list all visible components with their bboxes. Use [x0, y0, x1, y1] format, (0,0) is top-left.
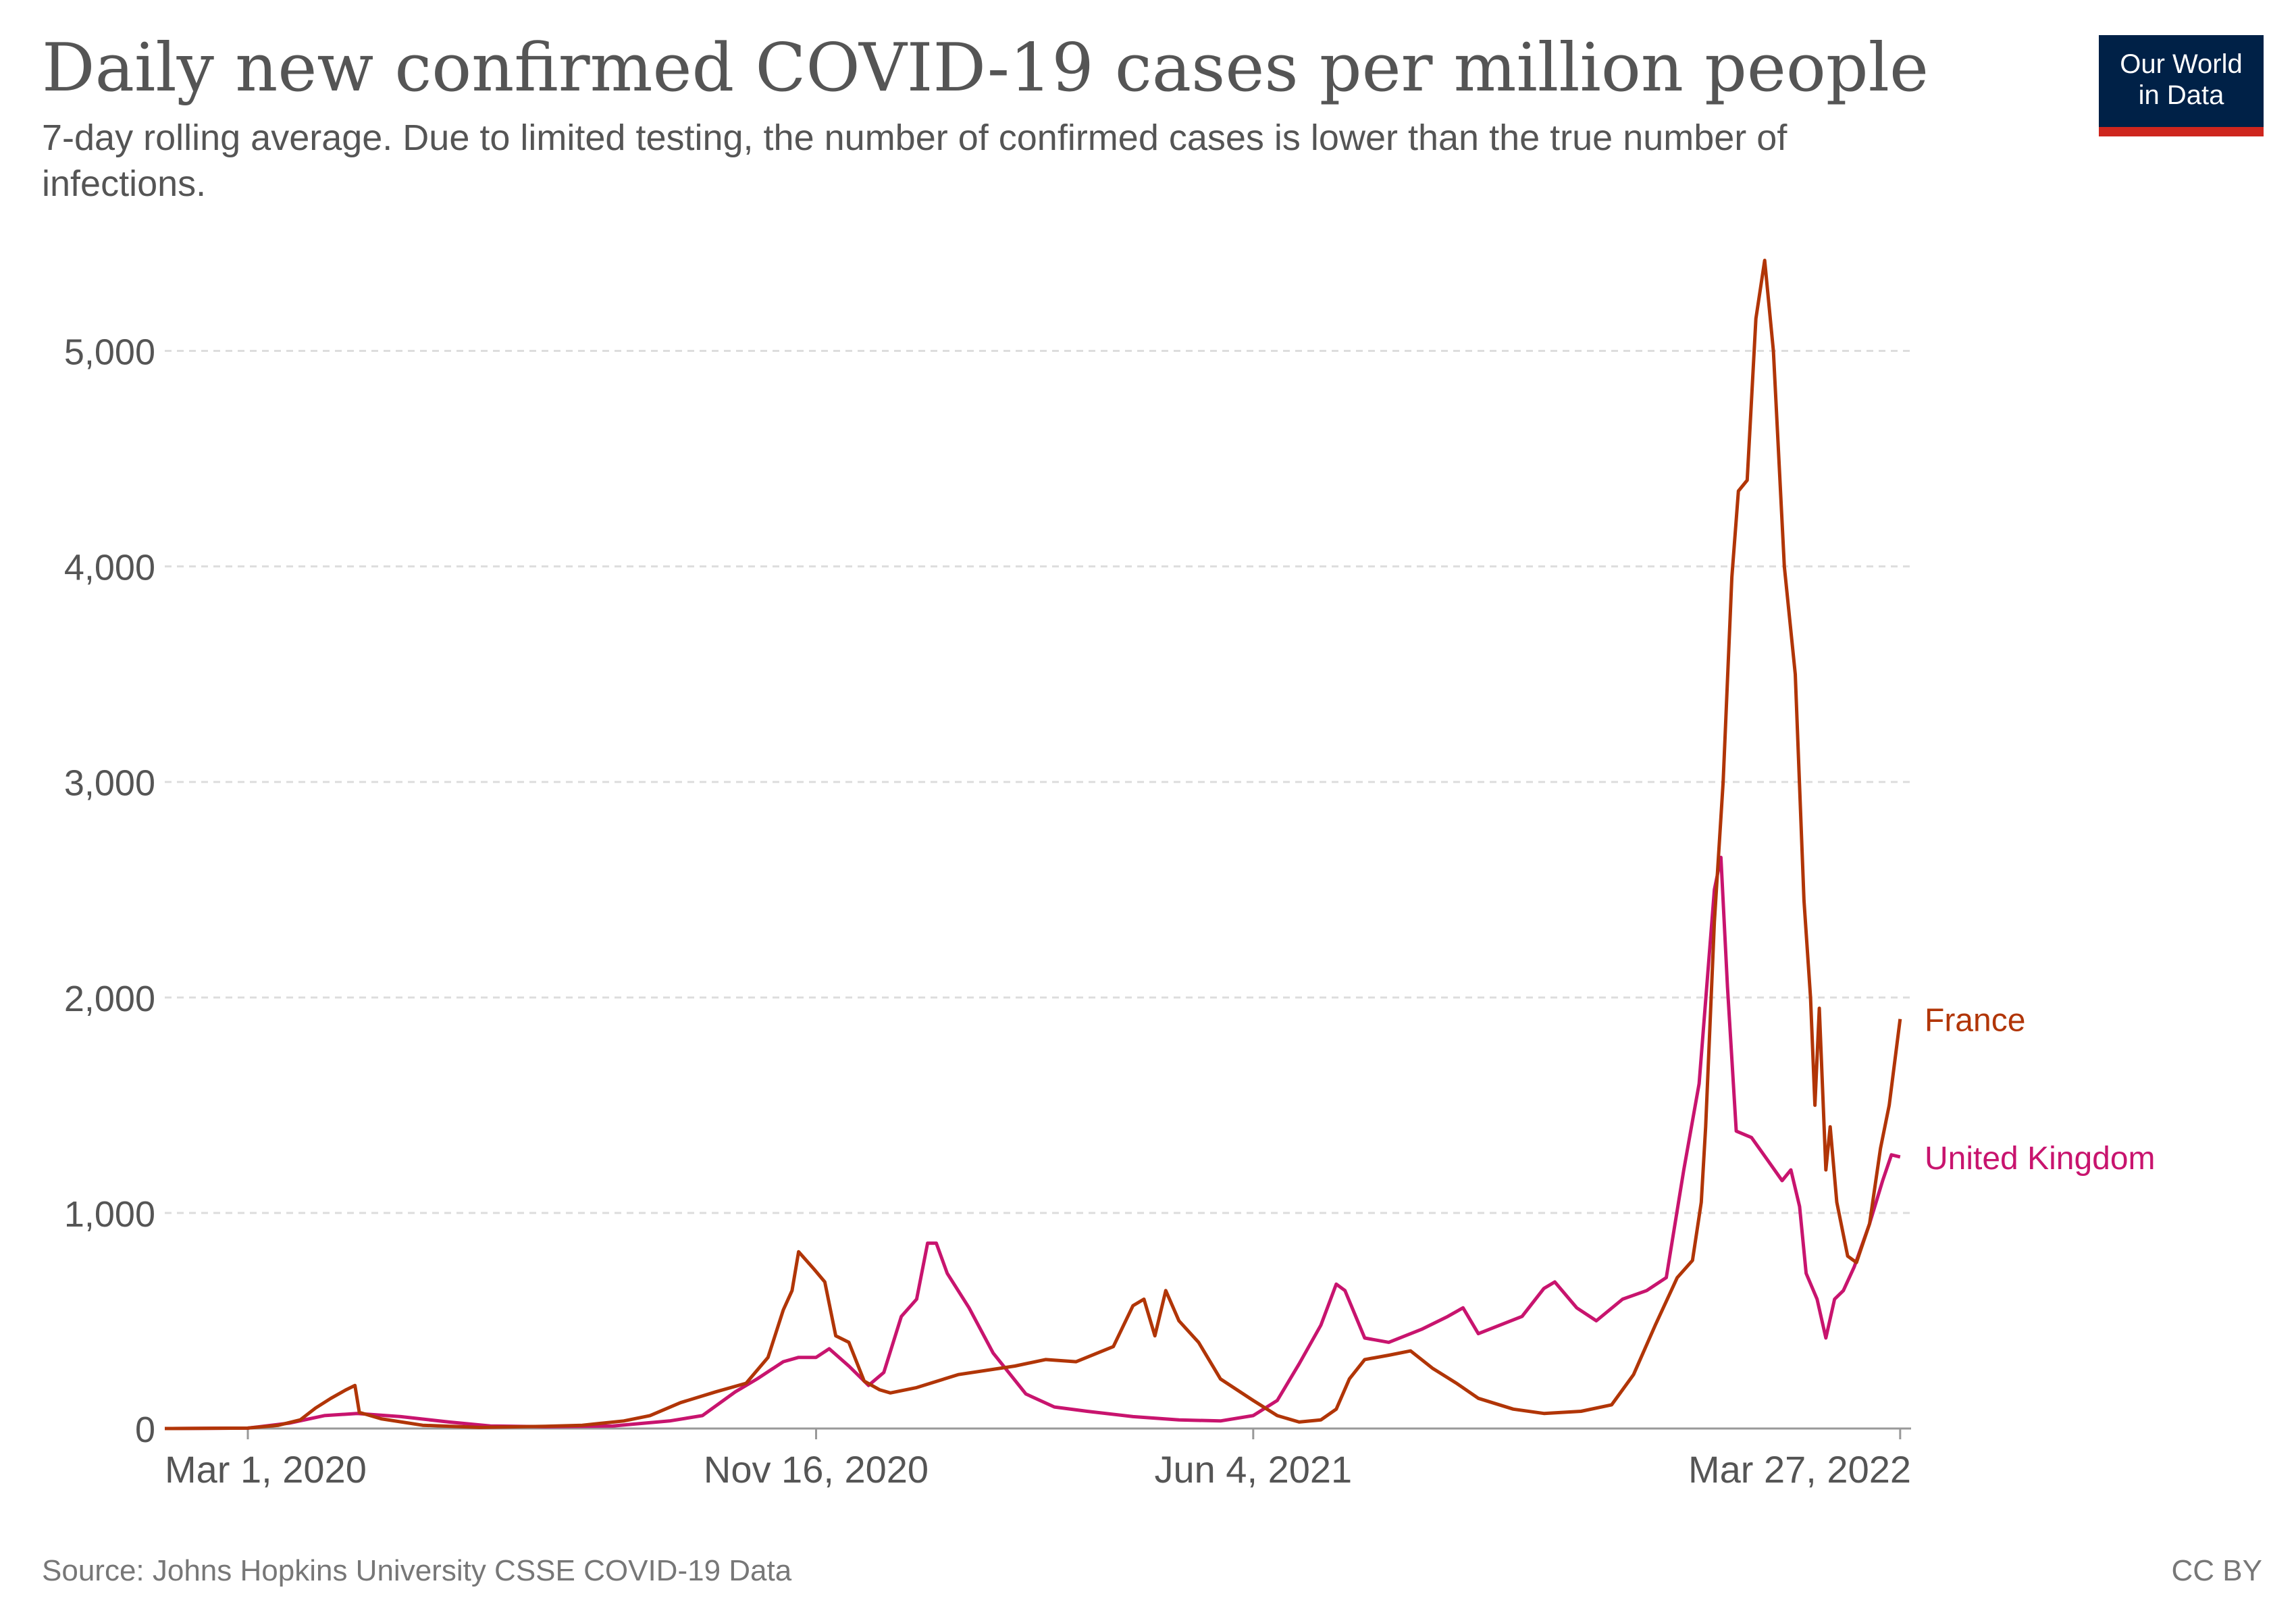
series-lines: [164, 259, 1902, 1431]
logo-accent-bar: [2099, 127, 2264, 136]
series-label-france: France: [1925, 1003, 2025, 1039]
series-labels: France United Kingdom: [1925, 1003, 2156, 1177]
y-axis: 0 1,000 2,000 3,000 4,000 5,000: [64, 332, 155, 1450]
chart-title: Daily new confirmed COVID-19 cases per m…: [42, 30, 1929, 107]
chart-subtitle-line1: 7-day rolling average. Due to limited te…: [42, 118, 1788, 158]
y-tick-label: 4,000: [64, 548, 155, 588]
license-note: CC BY: [2172, 1554, 2262, 1587]
y-tick-label: 0: [135, 1410, 155, 1450]
source-note: Source: Johns Hopkins University CSSE CO…: [42, 1554, 792, 1587]
gridlines: [165, 350, 1911, 1214]
series-line-united-kingdom: [164, 855, 1901, 1431]
series-label-united-kingdom: United Kingdom: [1925, 1141, 2156, 1177]
logo-line2: in Data: [2138, 80, 2224, 110]
x-tick-label: Mar 1, 2020: [165, 1448, 367, 1491]
x-tick-label: Nov 16, 2020: [704, 1448, 929, 1491]
y-tick-label: 2,000: [64, 979, 155, 1019]
series-line-france: [164, 259, 1902, 1431]
x-axis: Mar 1, 2020 Nov 16, 2020 Jun 4, 2021 Mar 27…: [165, 1427, 1911, 1491]
logo-line1: Our World: [2120, 49, 2243, 79]
y-tick-label: 3,000: [64, 763, 155, 804]
x-tick-label: Mar 27, 2022: [1688, 1448, 1911, 1491]
x-tick-label: Jun 4, 2021: [1154, 1448, 1352, 1491]
owid-logo[interactable]: Our World in Data: [2099, 35, 2264, 136]
y-tick-label: 5,000: [64, 332, 155, 373]
chart-subtitle-line2: infections.: [42, 163, 206, 204]
y-tick-label: 1,000: [64, 1194, 155, 1235]
